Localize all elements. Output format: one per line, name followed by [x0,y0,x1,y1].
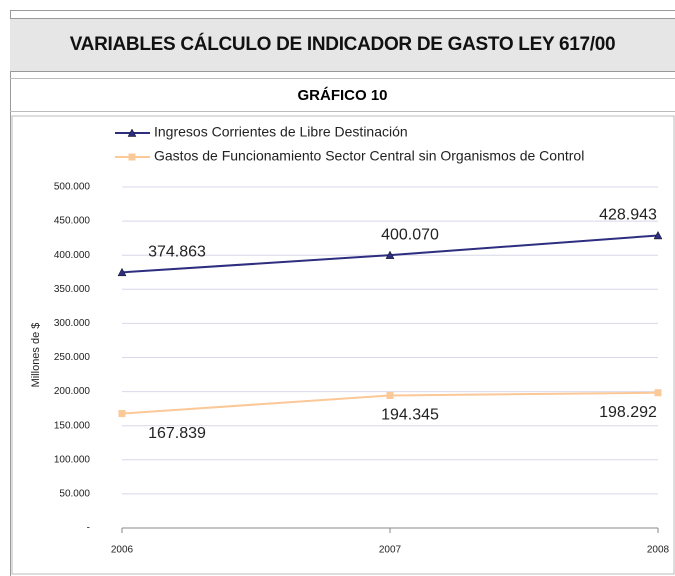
page-title: VARIABLES CÁLCULO DE INDICADOR DE GASTO … [10,18,675,72]
y-tick-label: 200.000 [54,386,91,397]
y-tick-label: 350.000 [54,284,91,295]
data-label: 428.943 [599,207,657,224]
y-tick-label: 250.000 [54,352,91,363]
x-tick-label: 2007 [379,545,402,556]
marker [128,153,136,161]
data-label: 167.839 [148,425,206,442]
data-label: 194.345 [381,407,439,424]
marker [117,267,127,277]
marker [654,389,662,397]
y-tick-label: 150.000 [54,420,91,431]
data-label: 374.863 [148,244,206,261]
y-tick-label: - [87,523,90,534]
y-tick-label: 50.000 [59,489,90,500]
legend-label: Ingresos Corrientes de Libre Destinación [154,124,408,140]
y-axis-label: Millones de $ [30,323,42,388]
y-tick-label: 450.000 [54,216,91,227]
marker [386,391,394,399]
frame [10,10,675,576]
marker [653,230,663,240]
x-tick-label: 2006 [111,545,134,556]
data-label: 198.292 [599,404,657,421]
marker [118,410,126,418]
x-tick-label: 2008 [647,545,670,556]
chart-subtitle: GRÁFICO 10 [10,78,675,112]
y-tick-label: 100.000 [54,454,91,465]
legend-label: Gastos de Funcionamiento Sector Central … [154,148,584,164]
marker [385,250,395,259]
data-label: 400.070 [381,226,439,243]
y-tick-label: 500.000 [54,182,91,193]
y-tick-label: 300.000 [54,318,91,329]
y-tick-label: 400.000 [54,250,91,261]
marker [127,128,137,137]
chart-border [11,115,675,575]
